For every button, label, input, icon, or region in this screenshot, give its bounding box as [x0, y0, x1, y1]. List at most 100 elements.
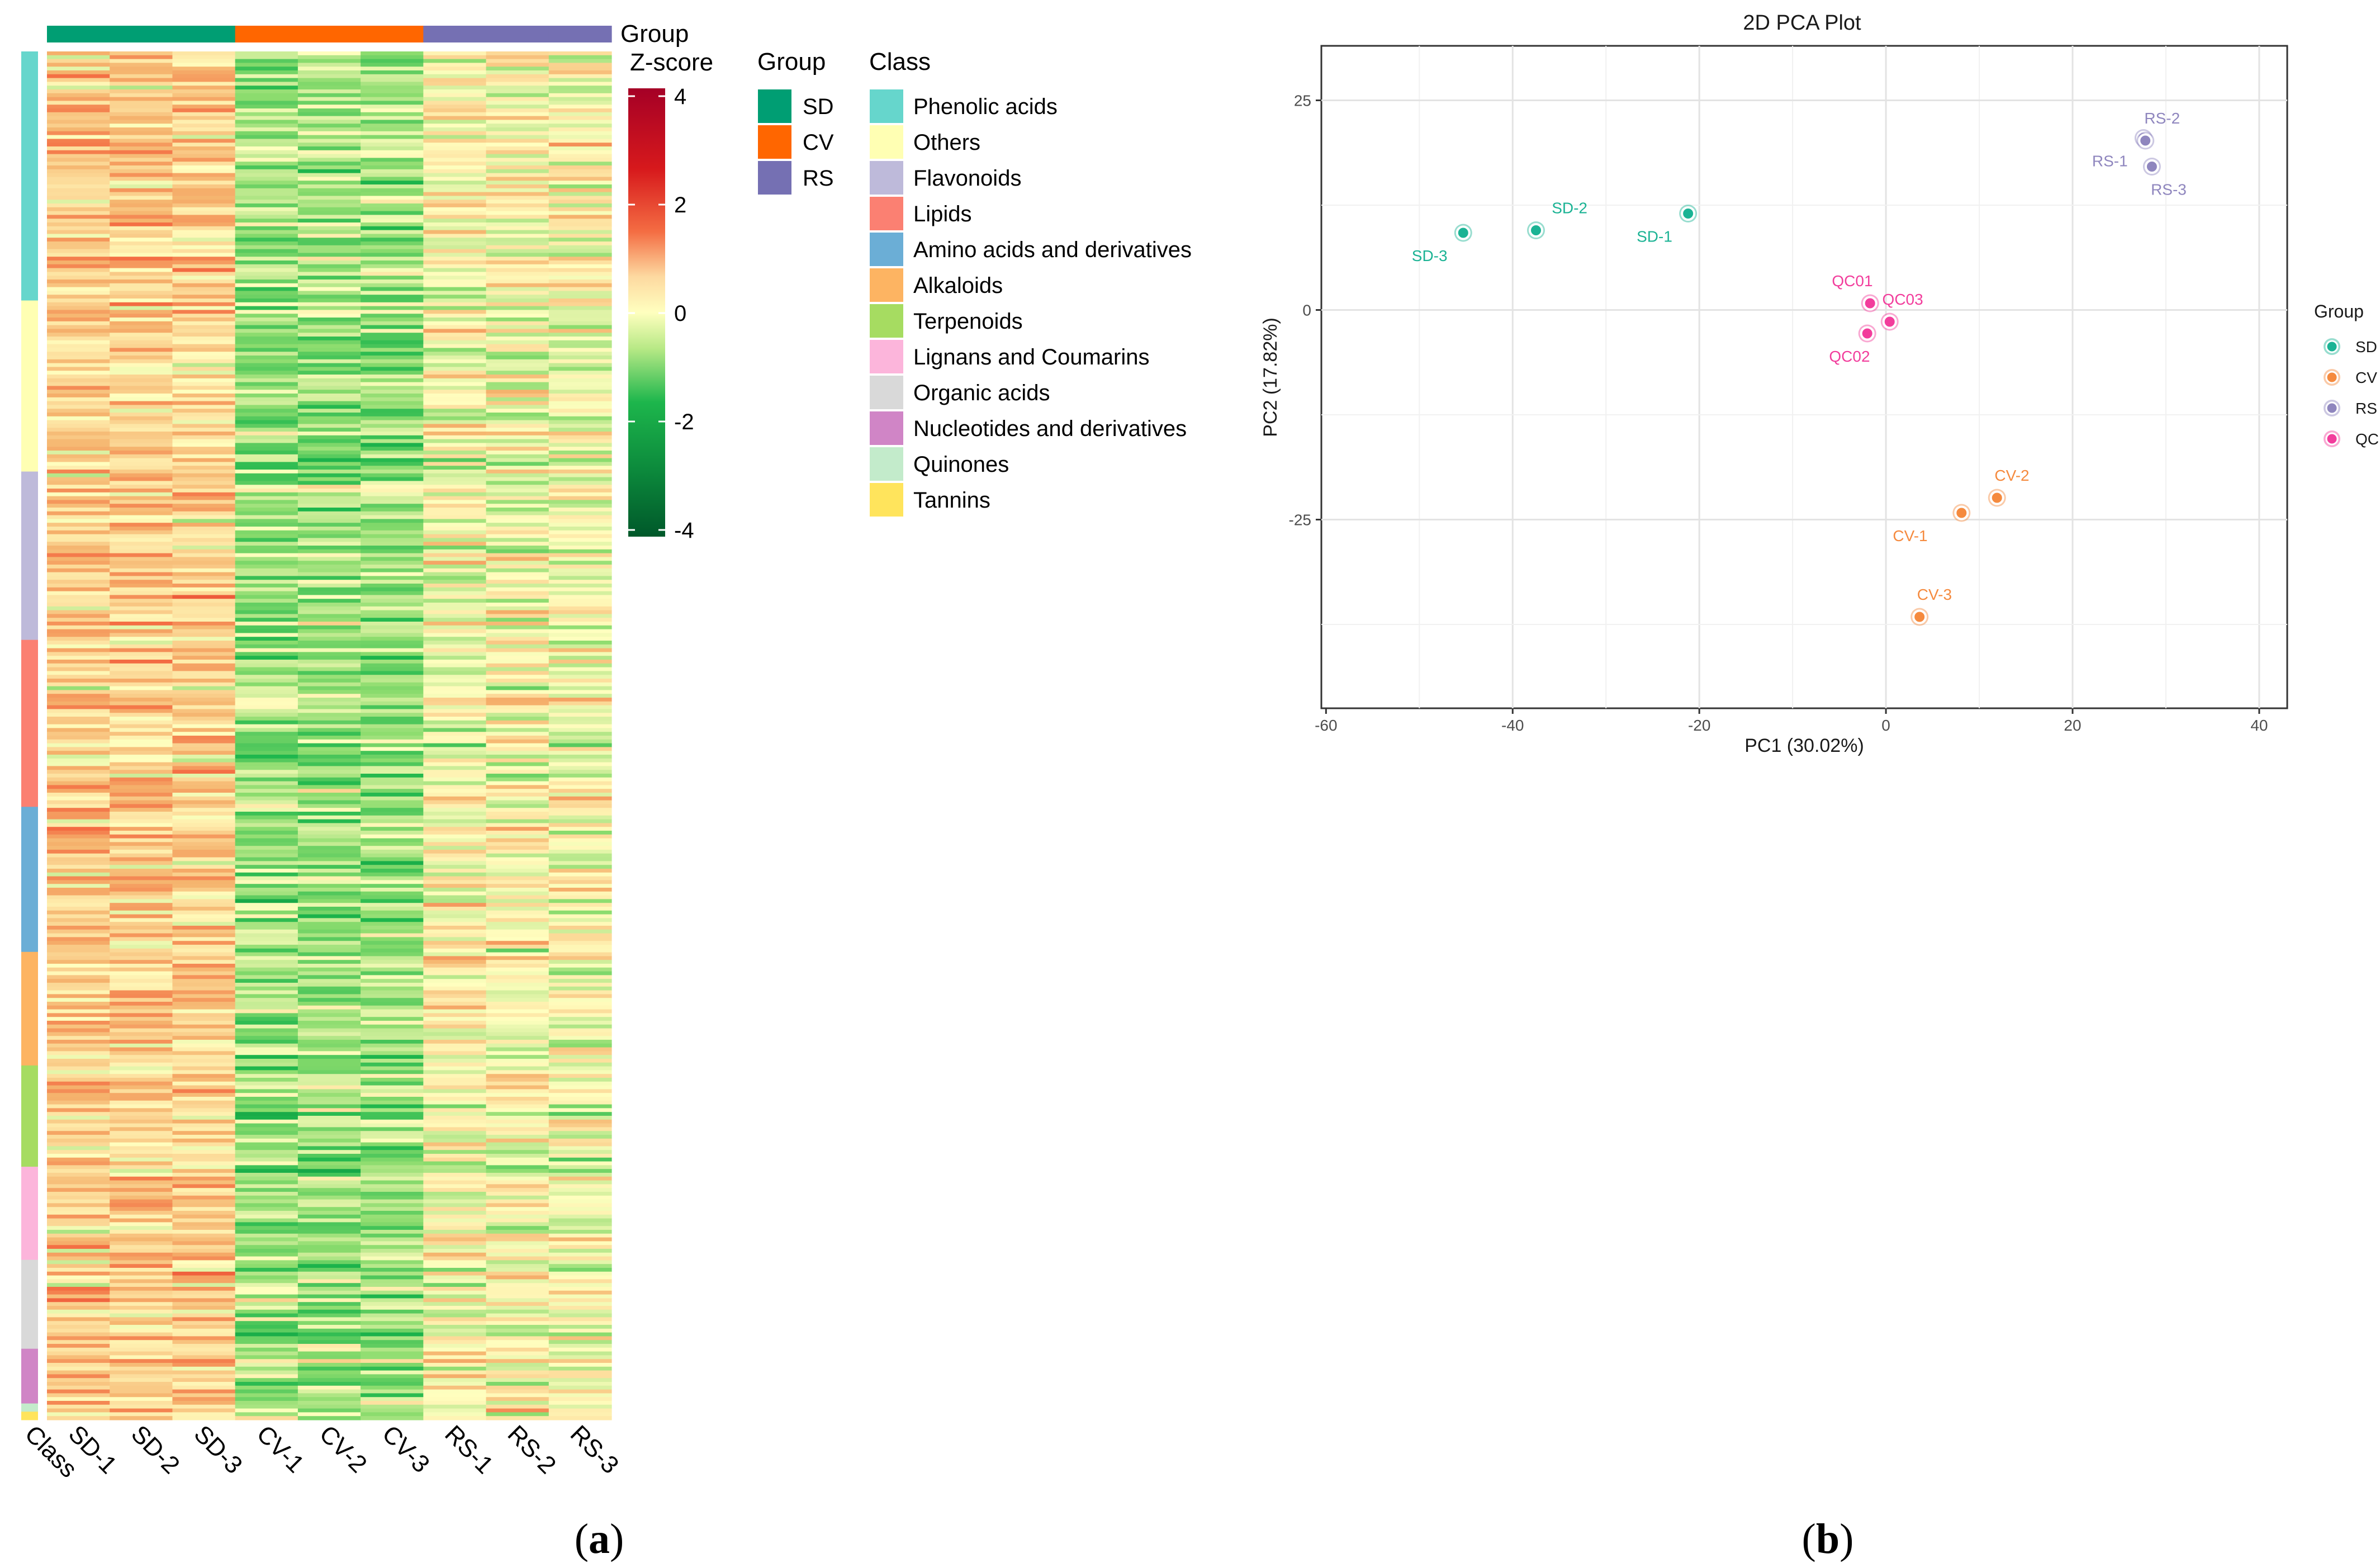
heatmap-cell [486, 337, 549, 341]
heatmap-cell [423, 219, 487, 223]
heatmap-cell [47, 108, 110, 113]
heatmap-cell [47, 359, 110, 364]
heatmap-cell [361, 1321, 424, 1325]
heatmap-cell [361, 508, 424, 512]
heatmap-cell [548, 747, 612, 751]
heatmap-cell [110, 1032, 173, 1036]
heatmap-cell [172, 937, 236, 941]
heatmap-cell [235, 1127, 298, 1131]
heatmap-cell [361, 420, 424, 424]
heatmap-cell [486, 1195, 549, 1200]
heatmap-cell [361, 1370, 424, 1375]
heatmap-cell [548, 439, 612, 443]
heatmap-cell [548, 971, 612, 975]
heatmap-cell [297, 1306, 361, 1310]
heatmap-cell [297, 135, 361, 139]
heatmap-cell [235, 1328, 298, 1333]
heatmap-cell [297, 755, 361, 759]
heatmap-cell [172, 1192, 236, 1196]
heatmap-cell [486, 724, 549, 728]
heatmap-cell [110, 815, 173, 820]
heatmap-cell [361, 1275, 424, 1280]
class-legend-swatch [870, 161, 903, 195]
heatmap-cell [423, 1355, 487, 1360]
heatmap-cell [486, 546, 549, 550]
heatmap-cell [235, 409, 298, 413]
heatmap-cell [110, 834, 173, 839]
heatmap-cell [361, 451, 424, 455]
heatmap-cell [110, 337, 173, 341]
heatmap-cell [235, 853, 298, 858]
pca-legend-core [2330, 344, 2334, 349]
heatmap-cell [548, 572, 612, 576]
heatmap-cell [172, 808, 236, 812]
heatmap-cell [423, 872, 487, 877]
heatmap-cell [172, 1169, 236, 1173]
heatmap-cell [548, 1218, 612, 1223]
heatmap-cell [486, 1116, 549, 1120]
heatmap-cell [47, 1397, 110, 1401]
heatmap-cell [172, 310, 236, 314]
heatmap-cell [548, 983, 612, 987]
heatmap-cell [172, 717, 236, 721]
heatmap-cell [423, 184, 487, 189]
heatmap-cell [172, 124, 236, 128]
heatmap-cell [548, 105, 612, 109]
heatmap-cell [235, 796, 298, 801]
heatmap-cell [297, 1005, 361, 1010]
heatmap-cell [47, 1271, 110, 1276]
heatmap-cell [548, 432, 612, 436]
heatmap-cell [548, 173, 612, 177]
heatmap-cell [172, 1131, 236, 1135]
heatmap-cell [548, 489, 612, 493]
heatmap-cell [423, 785, 487, 789]
heatmap-cell [47, 1366, 110, 1371]
heatmap-cell [423, 1214, 487, 1219]
heatmap-cell [423, 454, 487, 459]
heatmap-cell [548, 850, 612, 854]
heatmap-cell [423, 1112, 487, 1116]
heatmap-cell [423, 838, 487, 842]
heatmap-cell [297, 869, 361, 873]
heatmap-cell [297, 895, 361, 899]
heatmap-cell [486, 454, 549, 459]
heatmap-cell [235, 55, 298, 60]
heatmap-cell [172, 971, 236, 975]
heatmap-cell [172, 629, 236, 633]
heatmap-cell [110, 1024, 173, 1029]
heatmap-cell [172, 523, 236, 527]
heatmap-cell [172, 918, 236, 922]
heatmap-cell [361, 1268, 424, 1272]
heatmap-cell [297, 158, 361, 162]
heatmap-cell [47, 1408, 110, 1413]
heatmap-cell [548, 1157, 612, 1162]
heatmap-cell [548, 127, 612, 132]
heatmap-cell [361, 1211, 424, 1215]
heatmap-cell [47, 903, 110, 907]
heatmap-cell [235, 1317, 298, 1322]
heatmap-cell [235, 819, 298, 823]
heatmap-cell [110, 348, 173, 352]
heatmap-cell [110, 1203, 173, 1207]
pca-point-label: CV-1 [1893, 527, 1927, 544]
heatmap-cell [110, 546, 173, 550]
heatmap-cell [172, 1081, 236, 1086]
heatmap-cell [297, 599, 361, 603]
heatmap-cell [297, 1017, 361, 1021]
heatmap-cell [423, 1203, 487, 1207]
heatmap-cell [47, 747, 110, 751]
heatmap-cell [423, 439, 487, 443]
heatmap-cell [110, 238, 173, 242]
heatmap-cell [110, 1062, 173, 1067]
heatmap-cell [47, 413, 110, 417]
heatmap-cell [361, 781, 424, 785]
heatmap-cell [548, 1366, 612, 1371]
heatmap-cell [486, 1401, 549, 1405]
heatmap-cell [235, 827, 298, 831]
heatmap-cell [47, 1108, 110, 1112]
heatmap-cell [47, 1112, 110, 1116]
heatmap-cell [297, 1317, 361, 1322]
heatmap-cell [235, 386, 298, 390]
heatmap-cell [297, 329, 361, 333]
heatmap-cell [235, 922, 298, 926]
